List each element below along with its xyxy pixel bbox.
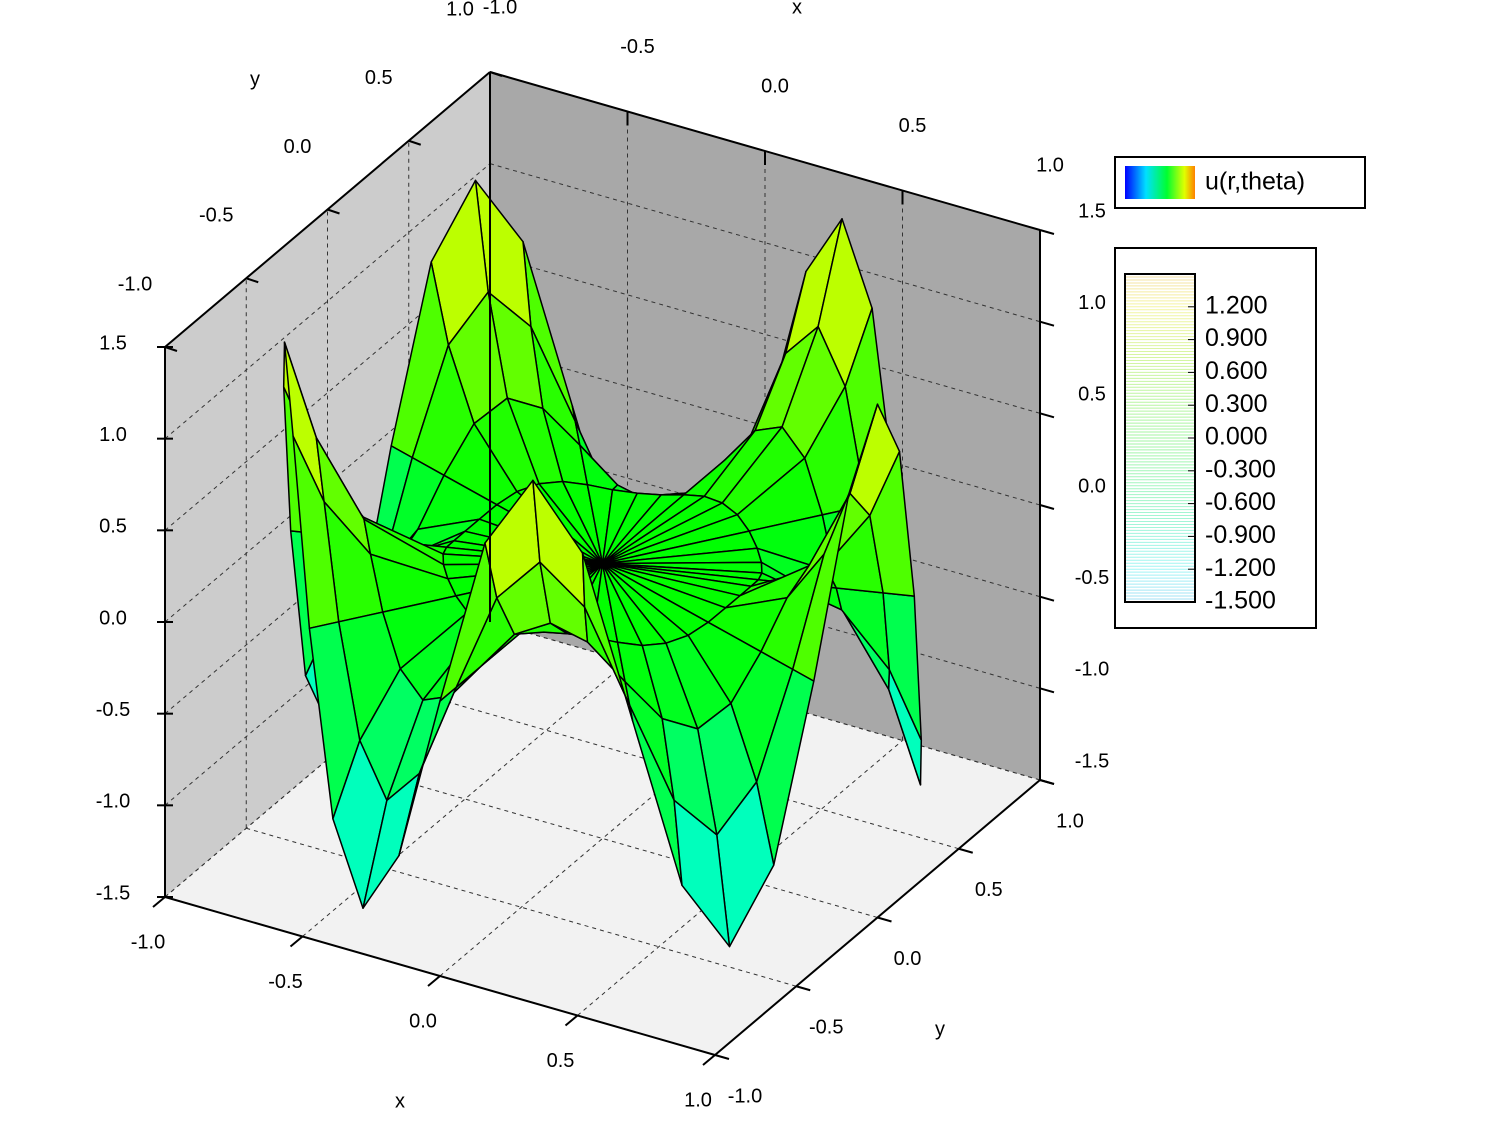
surface <box>282 179 923 948</box>
y-tick-label: 0.0 <box>284 136 312 158</box>
x-tick-label: -1.0 <box>483 0 517 18</box>
z-tick-label: -0.5 <box>96 699 130 721</box>
z-tick-label: 0.5 <box>1078 384 1106 406</box>
z-tick-label: -1.0 <box>96 791 130 813</box>
axis-line <box>164 896 716 1056</box>
x-tick-label: 0.0 <box>761 75 789 97</box>
x-tick-label: -0.5 <box>268 971 302 993</box>
y-tick <box>958 847 974 854</box>
y-axis-label: y <box>250 68 260 90</box>
z-tick <box>1039 320 1055 327</box>
z-tick-label: 1.5 <box>1078 200 1106 222</box>
z-tick-label: 0.5 <box>99 516 127 538</box>
y-tick-label: -1.0 <box>118 273 152 295</box>
colorbar-tick-label: 0.000 <box>1205 423 1268 451</box>
colorbar-tick-label: -1.500 <box>1205 587 1276 615</box>
x-axis-label: x <box>395 1090 405 1112</box>
x-tick-label: 0.5 <box>899 115 927 137</box>
z-tick-label: -1.0 <box>1075 659 1109 681</box>
colorbar-tick-label: 0.300 <box>1205 390 1268 418</box>
legend-swatch <box>1125 166 1195 199</box>
colorbar-tick-label: 0.600 <box>1205 357 1268 385</box>
z-tick-label: 0.0 <box>99 607 127 629</box>
axis-line <box>714 779 1041 1056</box>
x-tick-label: 1.0 <box>684 1089 712 1111</box>
x-tick-label: -1.0 <box>131 931 165 953</box>
y-tick-label: 0.5 <box>975 879 1003 901</box>
x-tick-label: -0.5 <box>620 36 654 58</box>
colorbar-tick-label: -0.300 <box>1205 455 1276 483</box>
x-tick <box>289 935 304 948</box>
axes: -1.0 -1.0 -0.5 -0.5 0.0 0.0 0.5 0.5 1.0 1.0 -1.0 -1… <box>96 0 1109 1112</box>
x-tick <box>427 975 441 987</box>
colorbar-tick-label: 1.200 <box>1205 291 1268 319</box>
y-tick-label: 0.5 <box>365 67 393 89</box>
x-tick <box>564 1014 579 1027</box>
colorbar-tick-label: 0.900 <box>1205 324 1268 352</box>
y-tick-label: 1.0 <box>1056 810 1084 832</box>
x-axis-label: x <box>792 0 802 18</box>
surface-patch <box>673 799 731 948</box>
z-tick-label: 0.0 <box>1078 475 1106 497</box>
y-tick-label: 0.0 <box>894 948 922 970</box>
z-tick-label: -0.5 <box>1075 567 1109 589</box>
y-tick <box>327 208 340 215</box>
y-tick-label: -0.5 <box>809 1017 843 1039</box>
axis-line <box>489 71 1041 231</box>
y-tick-label: 1.0 <box>446 0 474 20</box>
z-tick-label: -1.5 <box>96 882 130 904</box>
x-tick <box>152 896 166 908</box>
z-tick <box>1039 779 1055 785</box>
colorbar: -1.500 -1.200 -0.900 -0.600 -0.300 0.000 0.300… <box>1124 273 1276 615</box>
z-tick <box>1039 412 1055 419</box>
z-tick <box>1039 687 1055 694</box>
z-tick-label: -1.5 <box>1075 750 1109 772</box>
y-tick <box>795 985 811 992</box>
z-tick <box>1039 595 1055 602</box>
y-axis-label: y <box>935 1018 945 1040</box>
grid-line <box>164 163 491 440</box>
y-tick <box>245 277 259 284</box>
colorbar-tick-label: -0.600 <box>1205 488 1276 516</box>
x-tick-label: 0.0 <box>409 1010 437 1032</box>
colorbar-tick-label: -0.900 <box>1205 521 1276 549</box>
y-tick-label: -1.0 <box>728 1085 762 1107</box>
colorbar-tick-label: -1.200 <box>1205 554 1276 582</box>
y-tick <box>408 139 422 146</box>
axis-line <box>164 71 491 348</box>
z-tick-label: 1.0 <box>1078 292 1106 314</box>
z-tick-label: 1.5 <box>99 332 127 354</box>
z-tick-label: 1.0 <box>99 424 127 446</box>
x-tick <box>702 1054 716 1066</box>
grid-line <box>302 661 628 937</box>
legend-label: u(r,theta) <box>1205 168 1305 196</box>
x-tick-label: 1.0 <box>1036 154 1064 176</box>
z-tick <box>1039 229 1055 235</box>
z-tick <box>1039 504 1055 510</box>
x-tick-label: 0.5 <box>547 1050 575 1072</box>
grid-line <box>577 740 903 1016</box>
y-tick <box>877 916 892 923</box>
y-tick <box>714 1054 730 1060</box>
y-tick-label: -0.5 <box>199 205 233 227</box>
